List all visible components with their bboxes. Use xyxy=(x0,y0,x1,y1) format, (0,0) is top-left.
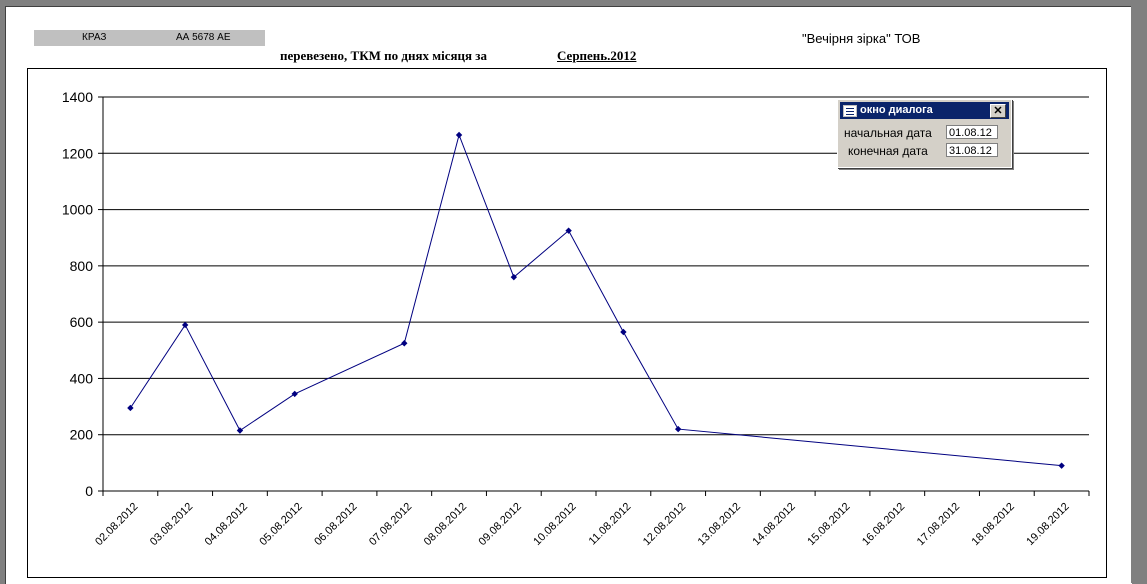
company-name: "Вечірня зірка" ТОВ xyxy=(802,31,921,46)
data-point xyxy=(236,427,244,434)
window-edge xyxy=(1131,6,1147,583)
report-period: Серпень.2012 xyxy=(557,48,637,63)
data-point xyxy=(1058,462,1065,469)
y-tick-label: 800 xyxy=(70,258,94,274)
x-tick-label: 19.08.2012 xyxy=(1024,501,1071,548)
y-tick-label: 400 xyxy=(70,370,94,386)
x-tick-label: 06.08.2012 xyxy=(312,501,359,548)
x-tick-label: 18.08.2012 xyxy=(970,501,1017,548)
form-icon xyxy=(843,105,857,117)
vehicle-bar: КРАЗ АА 5678 АЕ xyxy=(34,30,265,46)
x-tick-label: 07.08.2012 xyxy=(367,501,414,548)
data-point xyxy=(674,425,682,433)
vehicle-model: КРАЗ xyxy=(82,32,107,43)
data-point xyxy=(565,227,572,234)
line-chart: 0 200 400 600 800 1000 1200 1400 02.08.2012 03.08… xyxy=(62,89,1090,548)
y-tick-label: 0 xyxy=(85,483,93,499)
x-tick-label: 05.08.2012 xyxy=(257,501,304,548)
report-title: перевезено, ТКМ по днях місяця за xyxy=(280,48,488,63)
x-tick-label: 17.08.2012 xyxy=(915,501,962,548)
x-tick-label: 15.08.2012 xyxy=(805,501,852,548)
series-line xyxy=(129,133,1062,467)
data-point xyxy=(620,328,627,336)
x-tick-label: 16.08.2012 xyxy=(860,501,907,548)
data-point xyxy=(181,321,189,329)
x-tick-label: 12.08.2012 xyxy=(641,501,688,548)
start-date-label: начальная дата xyxy=(844,126,932,140)
y-tick-label: 200 xyxy=(70,427,94,443)
data-point xyxy=(127,404,134,412)
x-tick-label: 14.08.2012 xyxy=(750,501,797,548)
y-tick-label: 1200 xyxy=(62,145,93,161)
x-tick-label: 11.08.2012 xyxy=(587,501,634,548)
x-tick-label: 03.08.2012 xyxy=(148,501,195,548)
close-button[interactable]: ✕ xyxy=(990,104,1006,118)
date-dialog[interactable]: окно диалога ✕ начальная дата 01.08.12 к… xyxy=(837,99,1012,168)
dialog-title: окно диалога xyxy=(860,104,933,116)
data-point xyxy=(401,340,408,347)
end-date-label: конечная дата xyxy=(848,144,928,158)
x-tick-label: 04.08.2012 xyxy=(203,501,250,548)
y-tick-label: 600 xyxy=(70,314,94,330)
data-point xyxy=(291,390,298,398)
x-tick-label: 02.08.2012 xyxy=(93,501,140,548)
end-date-input[interactable]: 31.08.12 xyxy=(946,143,998,157)
start-date-input[interactable]: 01.08.12 xyxy=(946,125,998,139)
data-point xyxy=(455,131,463,139)
x-tick-label: 09.08.2012 xyxy=(477,501,524,548)
x-tick-label: 10.08.2012 xyxy=(531,501,578,548)
y-tick-label: 1400 xyxy=(62,89,93,105)
dialog-titlebar[interactable]: окно диалога ✕ xyxy=(840,102,1009,119)
x-tick-label: 08.08.2012 xyxy=(422,501,469,548)
y-tick-label: 1000 xyxy=(62,202,93,218)
x-tick-label: 13.08.2012 xyxy=(696,501,743,548)
vehicle-plate: АА 5678 АЕ xyxy=(176,32,231,43)
